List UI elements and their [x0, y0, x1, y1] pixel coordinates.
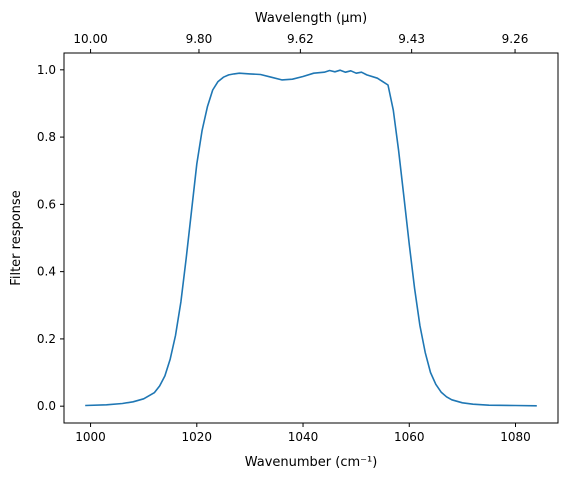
x-axis-label: Wavenumber (cm⁻¹)	[245, 455, 378, 470]
y-tick-label: 0.0	[37, 399, 56, 413]
filter-response-line	[85, 69, 537, 407]
top-tick-label: 10.00	[73, 32, 107, 46]
y-tick-label: 0.2	[37, 332, 56, 346]
y-tick-label: 1.0	[37, 63, 56, 77]
x-axis-ticks: 1000 1020 1040 1060 1080	[75, 423, 531, 444]
top-tick-label: 9.80	[186, 32, 213, 46]
x-tick-label: 1060	[394, 430, 425, 444]
y-tick-label: 0.4	[37, 265, 56, 279]
top-tick-label: 9.43	[398, 32, 425, 46]
top-tick-label: 9.62	[287, 32, 314, 46]
x-tick-label: 1040	[288, 430, 319, 444]
plot-area	[64, 53, 558, 423]
y-axis-label: Filter response	[9, 190, 24, 285]
y-tick-label: 0.6	[37, 197, 56, 211]
top-tick-label: 9.26	[502, 32, 529, 46]
top-axis-label: Wavelength (μm)	[255, 11, 367, 26]
plot-frame	[63, 52, 559, 424]
x-tick-label: 1080	[500, 430, 531, 444]
y-axis-ticks: 0.0 0.2 0.4 0.6 0.8 1.0	[37, 63, 64, 413]
y-tick-label: 0.8	[37, 130, 56, 144]
top-axis-ticks: 10.00 9.80 9.62 9.43 9.26	[73, 32, 528, 53]
x-tick-label: 1000	[75, 430, 106, 444]
x-tick-label: 1020	[182, 430, 213, 444]
